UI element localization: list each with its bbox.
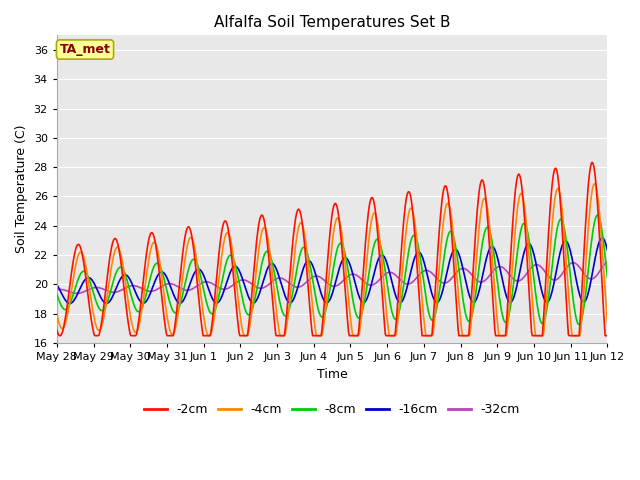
X-axis label: Time: Time	[317, 368, 348, 381]
Y-axis label: Soil Temperature (C): Soil Temperature (C)	[15, 125, 28, 253]
Title: Alfalfa Soil Temperatures Set B: Alfalfa Soil Temperatures Set B	[214, 15, 451, 30]
Text: TA_met: TA_met	[60, 43, 111, 56]
Legend: -2cm, -4cm, -8cm, -16cm, -32cm: -2cm, -4cm, -8cm, -16cm, -32cm	[139, 398, 525, 421]
